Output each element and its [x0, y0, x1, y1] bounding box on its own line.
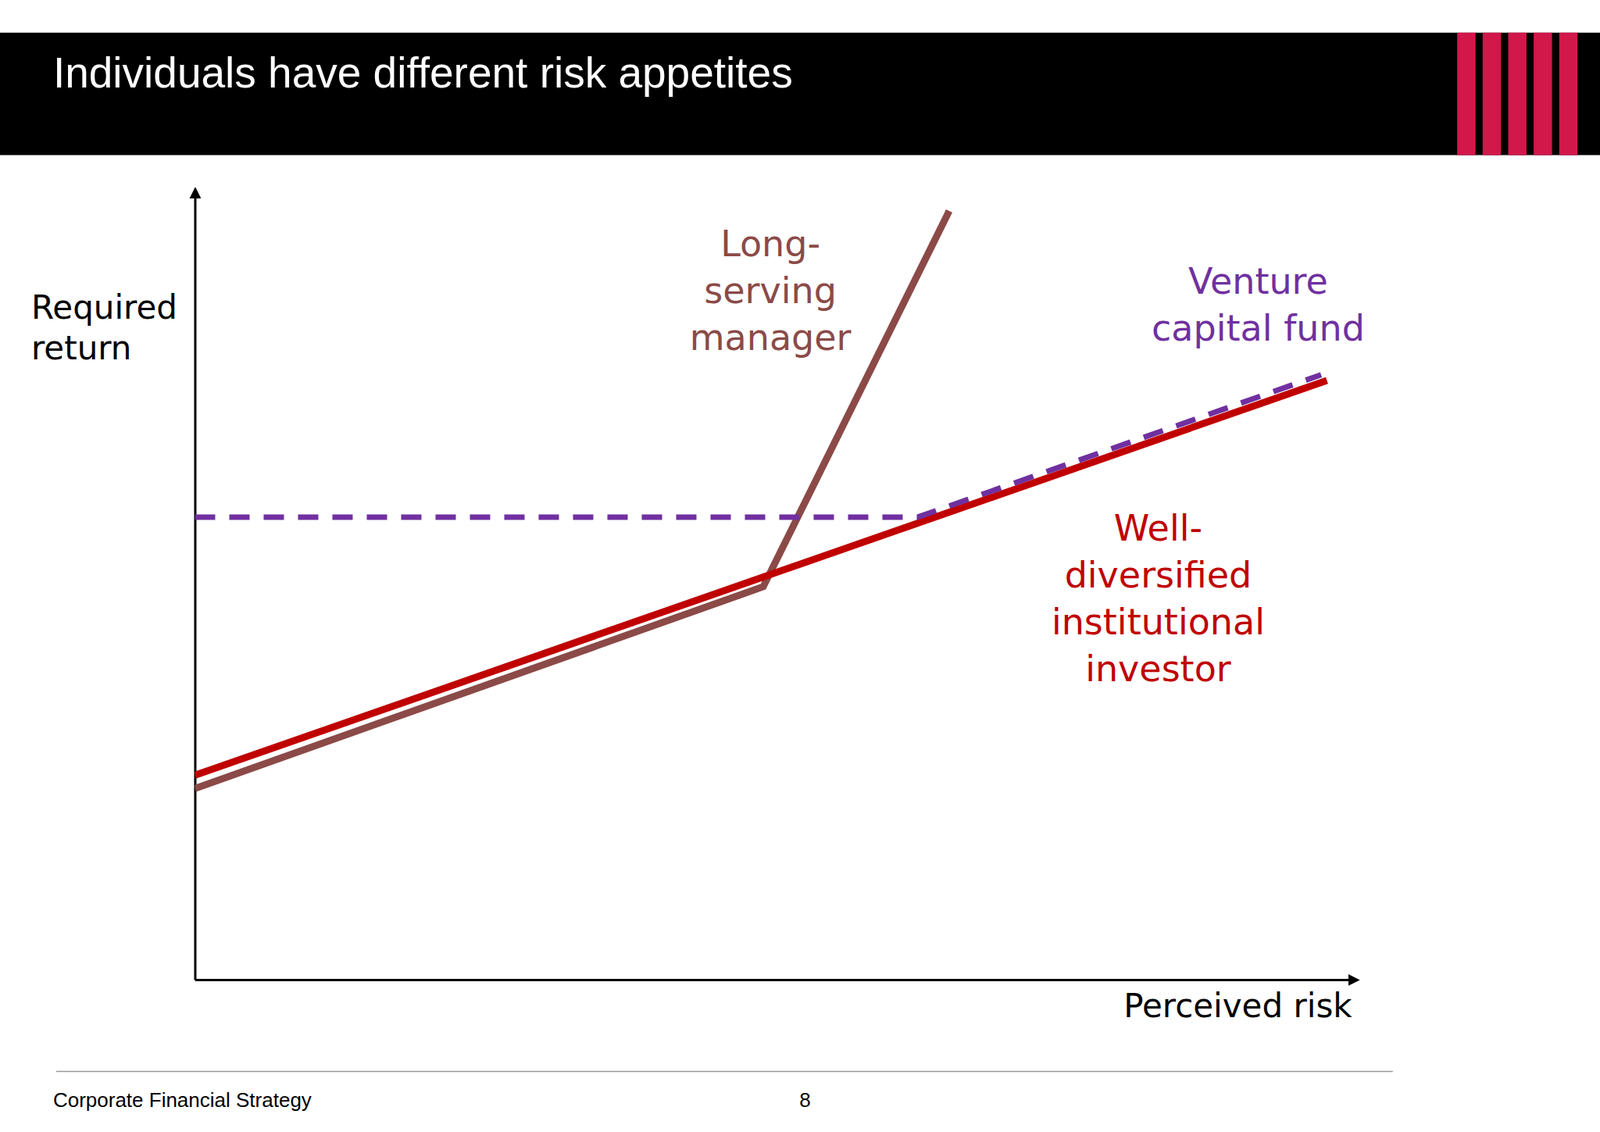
axis-line	[195, 978, 1358, 982]
slide: Individuals have different risk appetite…	[0, 0, 1600, 1132]
series-label: Well-diversifiedinstitutionalinvestor	[1051, 507, 1265, 690]
stripe	[1559, 32, 1579, 156]
x-axis	[195, 979, 1358, 981]
stripe	[1507, 32, 1527, 156]
stripe	[1482, 32, 1502, 156]
series-label: Venturecapital fund	[1151, 260, 1365, 350]
plot-area	[194, 210, 1327, 789]
series-line	[194, 210, 949, 789]
page-number: 8	[799, 1088, 811, 1112]
stripe	[1457, 32, 1476, 156]
title-bar	[0, 32, 1600, 156]
stripe	[1533, 32, 1553, 156]
y-axis-title: Requiredreturn	[31, 288, 178, 368]
series-label: Long-servingmanager	[689, 222, 852, 359]
title: Individuals have different risk appetite…	[53, 48, 793, 97]
x-axis-title: Perceived risk	[1123, 986, 1353, 1025]
series-line	[194, 375, 1322, 518]
y-axis	[194, 189, 196, 980]
footer-rule	[56, 1071, 1393, 1073]
axis-line	[193, 189, 197, 980]
series-line	[194, 380, 1327, 775]
footer-text: Corporate Financial Strategy	[53, 1088, 312, 1112]
